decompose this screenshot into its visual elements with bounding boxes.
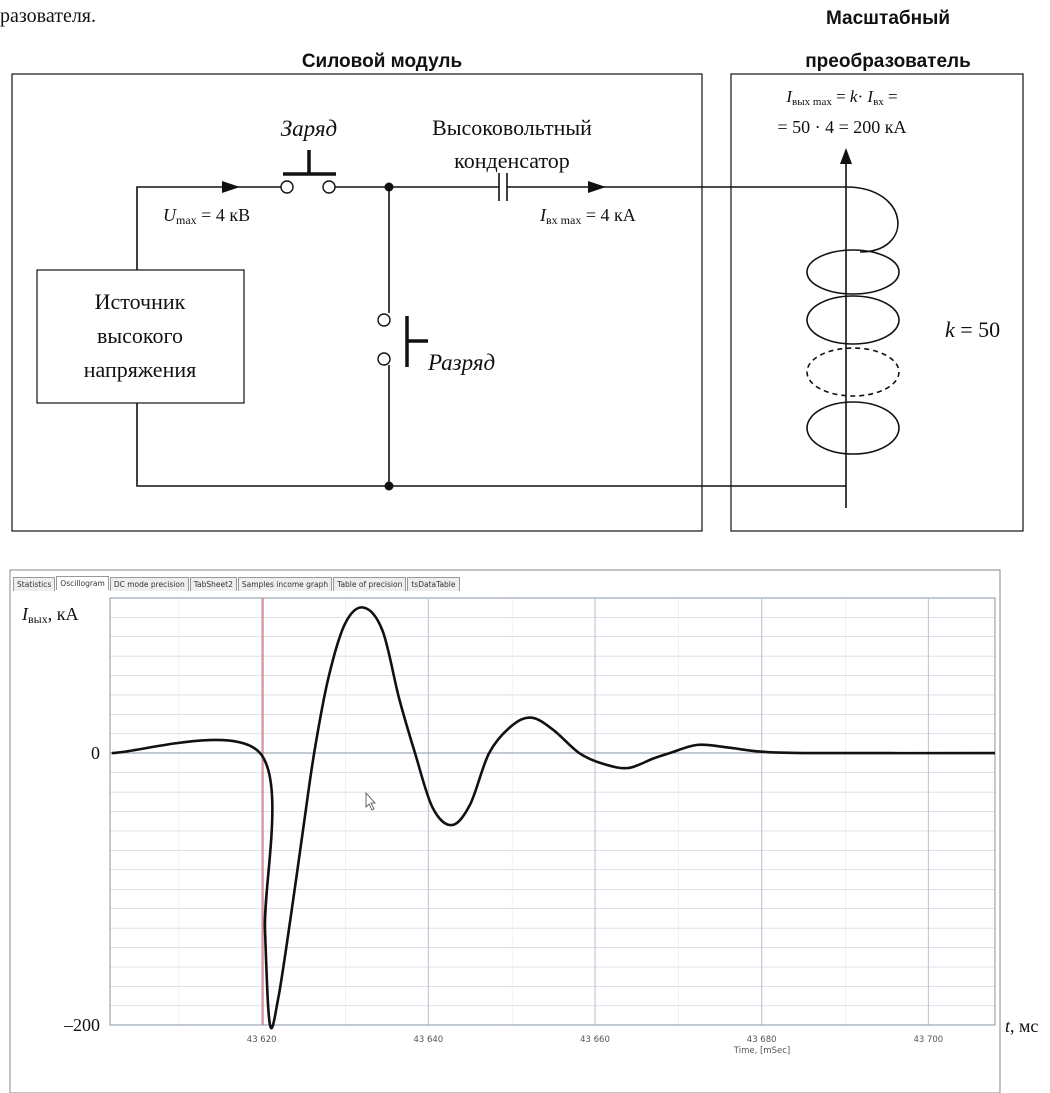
formula: = 50 · 4 = 200 кА bbox=[777, 117, 906, 137]
capacitor-label: конденсатор bbox=[454, 148, 570, 173]
arrow bbox=[588, 181, 606, 193]
tab[interactable]: Samples income graph bbox=[237, 577, 333, 591]
circuit bbox=[136, 150, 846, 491]
tab[interactable]: Statistics bbox=[13, 577, 56, 591]
source-box bbox=[36, 269, 245, 404]
module-box bbox=[11, 73, 703, 532]
y-tick-label: 0 bbox=[91, 743, 100, 763]
value: = 4 кВ bbox=[197, 205, 250, 225]
coil-turn bbox=[806, 401, 900, 455]
arrow bbox=[222, 181, 240, 193]
symbol: I bbox=[866, 87, 874, 106]
x-tick-label: 43 640 bbox=[413, 1035, 443, 1045]
arrow bbox=[840, 148, 852, 164]
discharge-label: Разряд bbox=[427, 350, 495, 375]
unit: , кА bbox=[48, 604, 79, 624]
tab[interactable]: TabSheet2 bbox=[189, 577, 237, 591]
converter-box bbox=[730, 73, 1024, 532]
symbol: k bbox=[945, 317, 956, 342]
top-wire bbox=[136, 173, 846, 270]
x-tick-label: 43 620 bbox=[247, 1035, 277, 1045]
y-axis-label: Iвых, кА bbox=[21, 604, 78, 626]
discharge-label: Разряд bbox=[427, 350, 495, 375]
discharge-button bbox=[405, 316, 428, 367]
charge-button bbox=[283, 150, 336, 176]
symbol: U bbox=[163, 205, 177, 225]
value: = 4 кА bbox=[581, 205, 635, 225]
plot: 43 620 43 640 43 660 43 680 43 700 –200 0 bbox=[63, 598, 996, 1045]
symbol: k bbox=[850, 87, 858, 106]
x-tick-label: 43 700 bbox=[913, 1035, 943, 1045]
plot-area bbox=[109, 597, 996, 1026]
switch-contact bbox=[280, 180, 294, 194]
unit: , мс bbox=[1010, 1016, 1038, 1036]
charge-label: Заряд bbox=[281, 116, 337, 141]
switch-contact bbox=[377, 313, 391, 327]
x-tick-label: 43 680 bbox=[747, 1035, 777, 1045]
y-tick-label: –200 bbox=[63, 1015, 100, 1035]
x-axis-label: Time, [mSec] bbox=[733, 1046, 790, 1056]
subscript: вых bbox=[28, 612, 48, 626]
module-title: Силовой модуль bbox=[302, 51, 462, 72]
ratio-label: k = 50 bbox=[945, 317, 1000, 342]
source-label: Источник bbox=[95, 289, 186, 314]
coil-turn bbox=[806, 295, 900, 345]
tab[interactable]: tsDataTable bbox=[407, 577, 460, 591]
bottom-wire bbox=[136, 403, 846, 487]
symbol: t bbox=[1005, 1016, 1011, 1036]
value: = 50 bbox=[955, 317, 1000, 342]
signal-line bbox=[111, 606, 996, 1030]
voltage-label: Umax = 4 кВ bbox=[163, 205, 250, 227]
subscript: вх max bbox=[546, 213, 581, 227]
symbol: I bbox=[21, 604, 29, 624]
formula-part: · bbox=[857, 87, 867, 106]
converter-title: преобразователь bbox=[805, 51, 971, 72]
coil-turn bbox=[806, 249, 900, 295]
source-label: высокого bbox=[97, 323, 183, 348]
subscript: вых max bbox=[792, 96, 832, 108]
subscript: max bbox=[176, 213, 197, 227]
formula-part: = bbox=[832, 87, 850, 106]
formula: Iвых max = k· Iвх = bbox=[785, 87, 897, 108]
source-label: напряжения bbox=[84, 357, 196, 382]
tab[interactable]: Oscillogram bbox=[56, 576, 109, 590]
symbol: I bbox=[785, 87, 793, 106]
mouse-pointer bbox=[365, 791, 376, 811]
tab-bar: Statistics Oscillogram DC mode precision Ta… bbox=[13, 576, 461, 591]
x-tick-label: 43 660 bbox=[580, 1035, 610, 1045]
switch-contact bbox=[377, 352, 391, 366]
coil-turn bbox=[806, 347, 900, 397]
current-label: Iвх max = 4 кА bbox=[539, 205, 636, 227]
caption-fragment: разователя. bbox=[0, 5, 96, 27]
switch-contact bbox=[322, 180, 336, 194]
coil-turn bbox=[845, 186, 899, 253]
formula-part: = bbox=[884, 87, 898, 106]
junction bbox=[384, 481, 394, 491]
junction bbox=[384, 182, 394, 192]
symbol: I bbox=[539, 205, 547, 225]
tab[interactable]: Table of precision bbox=[333, 577, 407, 591]
tab[interactable]: DC mode precision bbox=[109, 577, 189, 591]
capacitor-label: Высоковольтный bbox=[432, 115, 592, 140]
subscript: вх bbox=[873, 96, 884, 108]
converter-title: Масштабный bbox=[826, 8, 950, 29]
coil bbox=[806, 148, 900, 508]
x-unit-label: t, мс bbox=[1005, 1016, 1038, 1036]
